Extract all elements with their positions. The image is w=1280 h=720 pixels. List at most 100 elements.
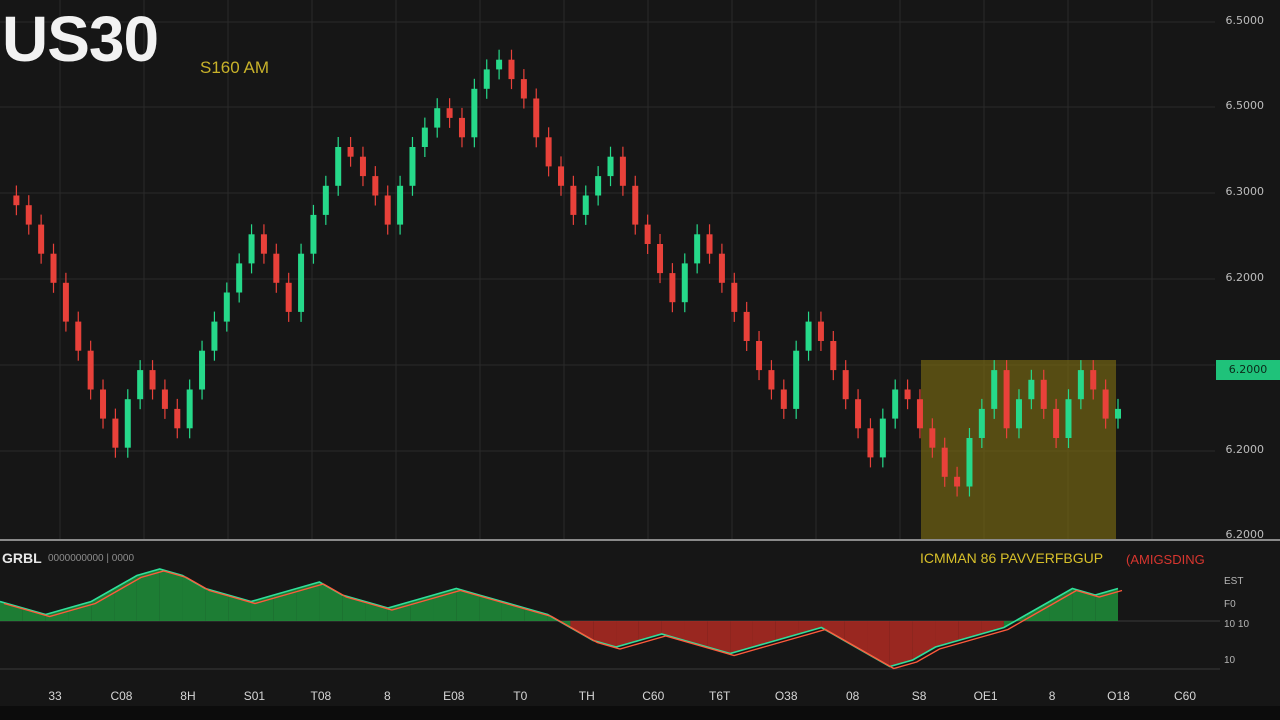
current-price-badge: 6.2000	[1216, 360, 1280, 380]
candle-body	[199, 350, 206, 390]
highlight-zone	[921, 360, 1116, 540]
candle-body	[25, 205, 32, 225]
candle-body	[75, 321, 82, 351]
candle-body	[1040, 379, 1047, 409]
candle-body	[13, 195, 20, 206]
candle-body	[1115, 408, 1121, 419]
histogram-segment	[730, 621, 753, 654]
candle-body	[817, 321, 824, 341]
candle-body	[174, 408, 181, 429]
candle-body	[904, 389, 911, 400]
candle-body	[1065, 399, 1072, 438]
zone-label: ICMMAN 86 PAVVERFBGUP	[920, 550, 1104, 566]
candle-body	[359, 156, 366, 177]
price-label: 6.5000	[1225, 14, 1265, 27]
indicator-tick: 10	[1224, 655, 1236, 666]
candle-body	[483, 69, 490, 89]
candle-body	[533, 98, 540, 138]
candle-body	[112, 418, 119, 448]
histogram-segment	[205, 588, 229, 621]
x-tick-label: T0	[513, 689, 528, 703]
candle-body	[867, 428, 874, 458]
candle-body	[397, 185, 404, 225]
indicator-params: 0000000000 | 0000	[48, 553, 135, 564]
candle-body	[892, 389, 899, 419]
candle-body	[87, 350, 94, 390]
candle-body	[644, 224, 651, 244]
candle-body	[718, 253, 725, 283]
candle-body	[384, 195, 391, 225]
candle-body	[545, 137, 552, 167]
candle-body	[582, 195, 589, 215]
price-label: 6.2000	[1225, 443, 1265, 456]
indicator-series	[0, 568, 1123, 670]
x-tick-label: 8H	[180, 689, 196, 703]
candle-body	[100, 389, 107, 419]
candle-body	[434, 108, 441, 128]
candle-body	[285, 282, 292, 312]
candle-body	[1102, 389, 1109, 419]
candle-body	[607, 156, 614, 177]
x-tick-label: 33	[48, 689, 62, 703]
candle-body	[1053, 408, 1060, 438]
indicator-name: GRBL	[2, 550, 42, 566]
session-time: S160 AM	[200, 58, 269, 77]
candle-body	[508, 59, 515, 80]
candle-body	[879, 418, 886, 458]
candle-body	[335, 147, 342, 186]
x-tick-label: E08	[443, 689, 465, 703]
candle-body	[298, 253, 305, 312]
candle-body	[38, 224, 45, 254]
price-label: 6.2000	[1225, 271, 1265, 284]
price-label: 6.5000	[1225, 99, 1265, 112]
candle-body	[855, 399, 862, 429]
candle-body	[830, 341, 837, 371]
candle-body	[558, 166, 564, 186]
candle-body	[1077, 370, 1084, 400]
candle-body	[916, 399, 923, 429]
candle-body	[211, 321, 218, 351]
histogram-segment	[867, 621, 890, 667]
candle-body	[929, 428, 936, 448]
candle-body	[681, 263, 688, 303]
indicator-tick: 10 10	[1224, 619, 1250, 630]
candle-body	[743, 311, 750, 341]
price-label: 6.2000	[1225, 528, 1265, 541]
candle-body	[409, 147, 416, 186]
candle-body	[149, 370, 156, 390]
histogram-segment	[981, 621, 1004, 634]
candle-body	[260, 234, 267, 254]
candle-body	[595, 176, 602, 196]
candle-body	[236, 263, 243, 293]
candle-body	[322, 185, 329, 215]
x-tick-label: C60	[1173, 689, 1197, 703]
histogram-segment	[182, 575, 206, 621]
candle-body	[496, 59, 503, 70]
x-tick-label: 8	[384, 689, 391, 703]
histogram-segment	[616, 621, 639, 647]
candle-body	[780, 389, 787, 409]
x-tick-label: OE1	[973, 689, 998, 703]
candle-body	[805, 321, 812, 351]
candle-body	[756, 341, 763, 371]
candle-body	[124, 399, 131, 448]
candle-body	[1003, 370, 1010, 429]
histogram-segment	[935, 621, 959, 647]
candle-body	[421, 127, 428, 147]
x-tick-label: T08	[310, 689, 332, 703]
histogram-segment	[296, 582, 320, 621]
histogram-segment	[410, 595, 434, 621]
candle-body	[1015, 399, 1022, 429]
histogram-segment	[159, 569, 183, 621]
histogram-segment	[798, 621, 822, 634]
candle-body	[619, 156, 626, 186]
x-tick-label: S8	[911, 689, 927, 703]
candle-body	[520, 79, 527, 99]
candle-body	[731, 282, 738, 312]
candle-body	[446, 108, 453, 118]
candle-body	[223, 292, 230, 322]
histogram-segment	[342, 595, 366, 621]
x-tick-label: S01	[243, 689, 266, 703]
x-tick-label: 8	[1048, 689, 1056, 703]
